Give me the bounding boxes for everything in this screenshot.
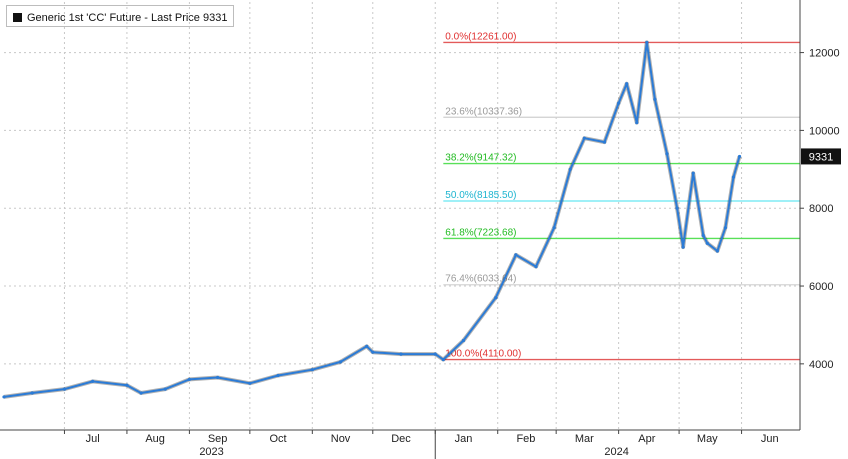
price-point <box>645 40 649 45</box>
price-point <box>248 381 252 385</box>
price-point <box>681 245 685 249</box>
price-point <box>163 387 167 391</box>
price-point <box>617 101 621 105</box>
price-point <box>625 82 629 86</box>
price-point <box>216 375 220 380</box>
price-point <box>701 233 705 238</box>
price-point <box>125 383 129 387</box>
last-price-badge <box>801 148 841 165</box>
price-point <box>62 387 67 391</box>
x-tick-label: Aug <box>145 433 165 445</box>
fib-level-label: 61.8%(7223.68) <box>445 227 516 238</box>
price-point <box>582 136 586 140</box>
x-tick-label: Mar <box>575 433 594 445</box>
x-tick-label: May <box>697 433 718 445</box>
x-tick-label: Jul <box>86 433 100 445</box>
fib-level-label: 100.0%(4110.00) <box>445 349 521 360</box>
price-point <box>441 357 445 362</box>
y-tick-label: 4000 <box>809 359 833 371</box>
price-point <box>371 350 375 354</box>
price-point <box>731 175 736 179</box>
x-tick-label: Sep <box>208 433 228 445</box>
last-price-label: 9331 <box>809 151 833 163</box>
x-tick-label: Dec <box>391 433 411 445</box>
price-point <box>514 253 518 257</box>
price-point <box>91 379 95 383</box>
year-label: 2024 <box>604 446 628 458</box>
price-point <box>276 373 280 378</box>
price-point <box>552 226 556 230</box>
x-tick-label: Nov <box>331 433 351 445</box>
price-point <box>691 171 695 175</box>
x-tick-label: Jan <box>455 433 473 445</box>
price-point <box>365 344 369 348</box>
legend-swatch <box>13 13 22 22</box>
x-tick-label: Feb <box>516 433 535 445</box>
price-point <box>399 352 403 356</box>
price-point <box>461 338 466 343</box>
price-point <box>433 352 437 356</box>
price-point <box>723 226 728 230</box>
price-point <box>635 121 639 125</box>
price-series-line <box>3 41 741 398</box>
price-point <box>715 249 719 253</box>
price-point <box>187 377 191 382</box>
fib-level-label: 0.0%(12261.00) <box>445 31 516 42</box>
y-tick-label: 6000 <box>809 281 833 293</box>
price-point <box>2 395 6 399</box>
fib-level-label: 76.4%(6033.64) <box>445 274 516 285</box>
price-point <box>653 97 657 101</box>
x-tick-label: Apr <box>638 433 655 445</box>
price-point <box>139 391 143 395</box>
y-tick-label: 12000 <box>809 48 840 60</box>
fib-level-label: 23.6%(10337.36) <box>445 106 522 117</box>
price-point <box>705 241 709 245</box>
price-point <box>602 140 607 144</box>
year-label: 2023 <box>199 446 223 458</box>
price-point <box>568 167 572 171</box>
x-tick-label: Jun <box>761 433 779 445</box>
x-tick-label: Oct <box>270 433 287 445</box>
y-tick-label: 10000 <box>809 125 840 137</box>
fib-level-label: 38.2%(9147.32) <box>445 153 516 164</box>
y-tick-label: 8000 <box>809 203 833 215</box>
price-point <box>310 368 314 372</box>
price-point <box>30 391 34 395</box>
price-point <box>675 206 679 210</box>
price-point <box>737 154 742 159</box>
price-point <box>338 360 343 364</box>
fib-level-label: 50.0%(8185.50) <box>445 190 516 201</box>
price-point <box>665 152 669 156</box>
price-point <box>534 264 538 269</box>
price-point <box>494 296 498 300</box>
